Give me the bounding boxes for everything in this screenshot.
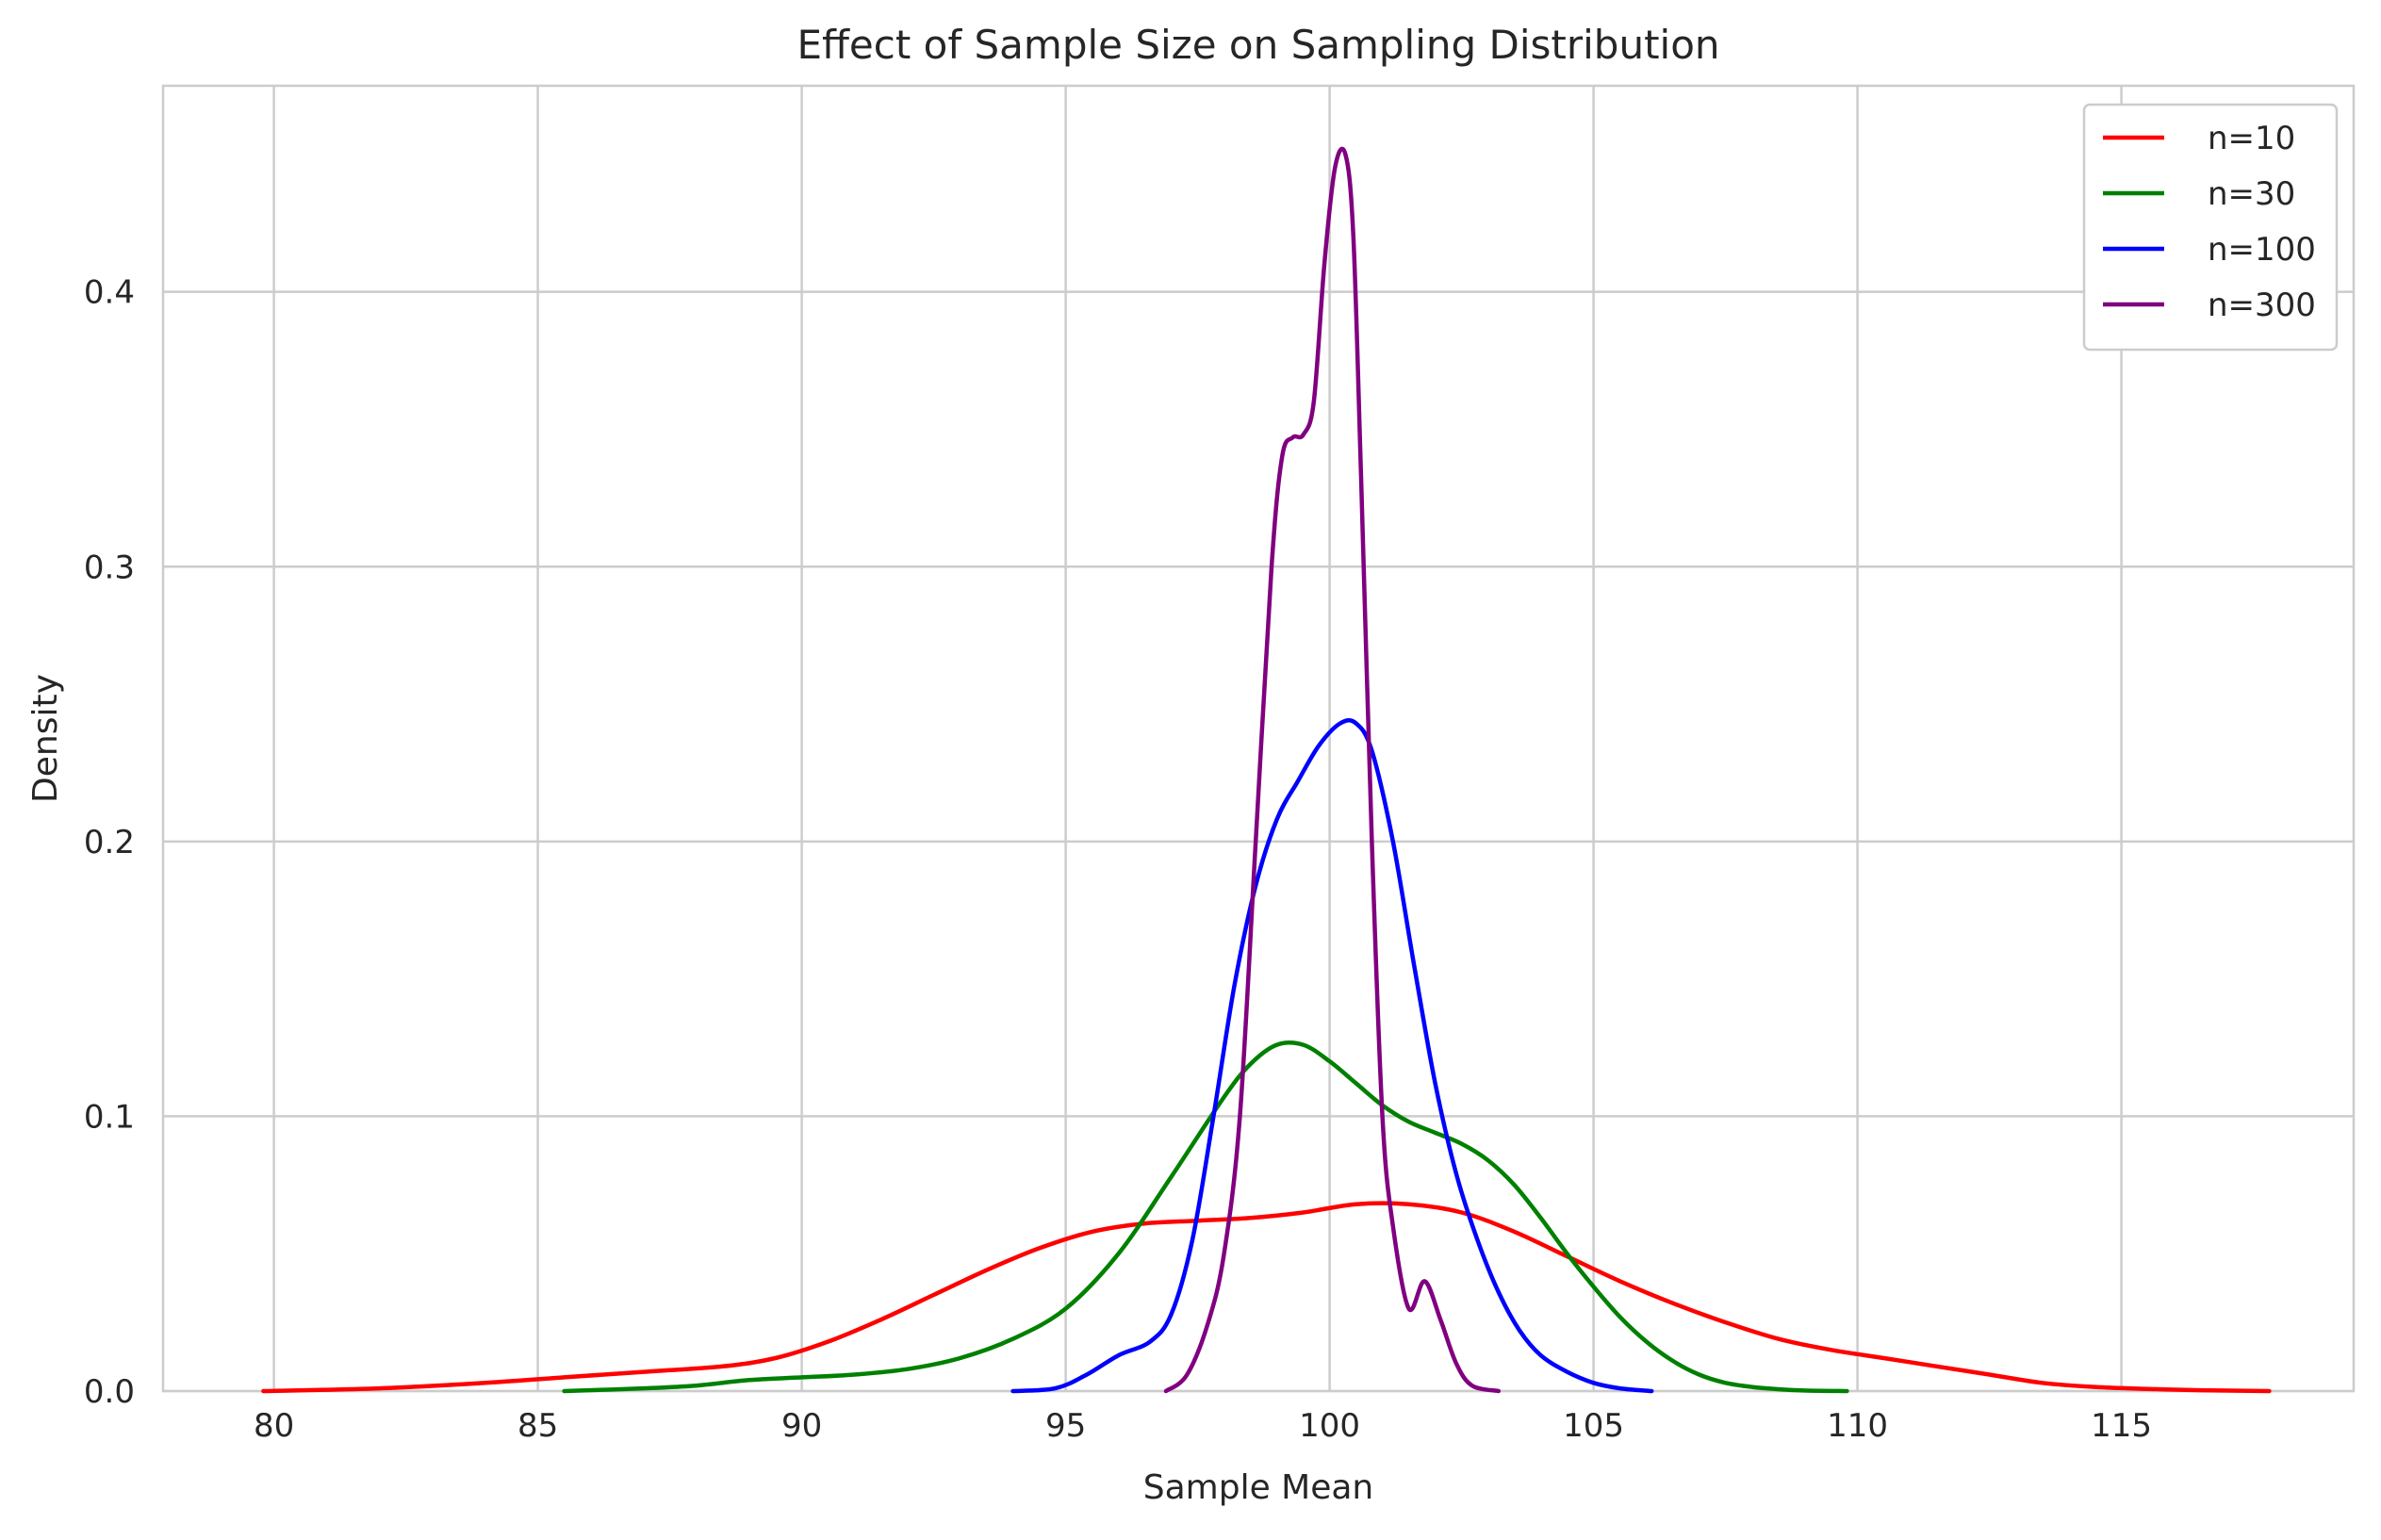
legend: n=10 n=30 n=100 n=300	[2082, 103, 2339, 352]
x-tick-label: 105	[1563, 1407, 1624, 1445]
chart-title: Effect of Sample Size on Sampling Distri…	[796, 22, 1719, 68]
y-tick-labels: 0.0 0.1 0.2 0.3 0.4	[84, 274, 135, 1411]
legend-box	[2082, 103, 2339, 352]
legend-label: n=100	[2208, 231, 2316, 269]
x-tick-label: 80	[254, 1407, 294, 1445]
grid	[163, 86, 2354, 1393]
x-tick-label: 90	[781, 1407, 822, 1445]
y-tick-label: 0.1	[84, 1098, 135, 1136]
legend-label: n=300	[2208, 287, 2316, 324]
series-line-n300	[1163, 146, 1502, 1394]
y-tick-label: 0.2	[84, 824, 135, 861]
series-line-n100	[1010, 717, 1654, 1394]
x-axis-label: Sample Mean	[1143, 1468, 1374, 1507]
x-tick-label: 110	[1827, 1407, 1888, 1445]
series-line-n30	[562, 1040, 1849, 1394]
y-tick-label: 0.0	[84, 1373, 135, 1411]
legend-label: n=30	[2208, 175, 2295, 213]
plot-frame	[161, 84, 2356, 1393]
x-tick-label: 115	[2091, 1407, 2152, 1445]
y-tick-label: 0.3	[84, 549, 135, 586]
y-tick-label: 0.4	[84, 274, 135, 312]
x-tick-labels: 80 85 90 95 100 105 110 115	[254, 1407, 2152, 1445]
legend-label: n=10	[2208, 120, 2295, 157]
series-line-n10	[261, 1201, 2272, 1394]
x-tick-label: 95	[1045, 1407, 1086, 1445]
x-tick-label: 100	[1299, 1407, 1360, 1445]
y-axis-label: Density	[26, 674, 65, 803]
series-lines	[261, 146, 2272, 1394]
x-tick-label: 85	[517, 1407, 558, 1445]
